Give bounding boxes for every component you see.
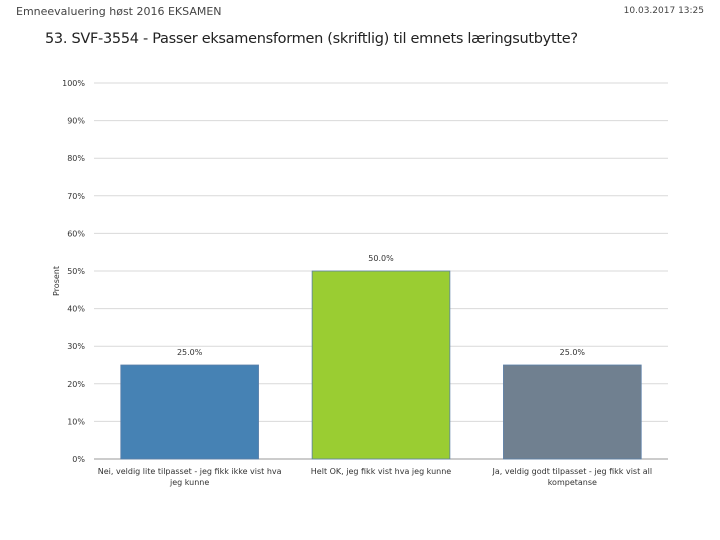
x-category-label: jeg kunne <box>169 478 209 487</box>
y-tick-label: 70% <box>67 192 85 201</box>
y-tick-label: 30% <box>67 342 85 351</box>
x-category-label: kompetanse <box>548 478 597 487</box>
data-label: 25.0% <box>177 348 203 357</box>
x-category-label: Nei, veldig lite tilpasset - jeg fikk ik… <box>98 467 282 476</box>
y-tick-label: 90% <box>67 117 85 126</box>
y-tick-label: 40% <box>67 305 85 314</box>
bar <box>311 270 451 460</box>
y-axis-label: Prosent <box>52 266 61 296</box>
y-tick-label: 20% <box>67 380 85 389</box>
y-tick-label: 100% <box>62 79 85 88</box>
bar <box>120 364 259 460</box>
y-tick-label: 50% <box>67 267 85 276</box>
timestamp: 10.03.2017 13:25 <box>623 6 704 16</box>
survey-title: Emneevaluering høst 2016 EKSAMEN <box>16 5 222 18</box>
y-tick-label: 60% <box>67 229 85 238</box>
bar <box>503 364 642 460</box>
data-label: 25.0% <box>560 348 586 357</box>
data-label: 50.0% <box>368 254 394 263</box>
question-title: 53. SVF-3554 - Passer eksamensformen (sk… <box>45 31 578 47</box>
y-tick-label: 0% <box>72 455 85 464</box>
x-category-label: Ja, veldig godt tilpasset - jeg fikk vis… <box>492 467 653 476</box>
x-category-label: Helt OK, jeg fikk vist hva jeg kunne <box>311 467 452 476</box>
y-tick-label: 10% <box>67 417 85 426</box>
y-tick-label: 80% <box>67 154 85 163</box>
